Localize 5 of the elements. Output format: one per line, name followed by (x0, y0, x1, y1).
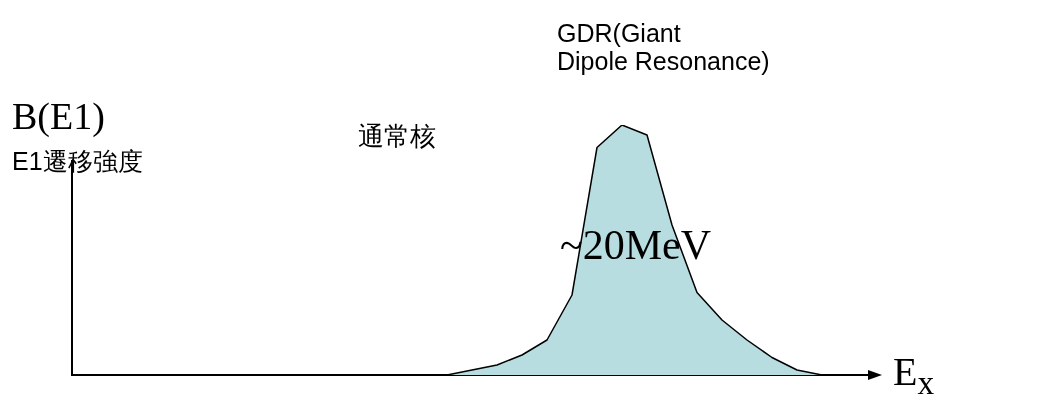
x-axis-title: E$_{x}$ (893, 349, 935, 402)
annotation: 通常核 (358, 121, 436, 151)
annotation: E1遷移強度 (12, 147, 143, 176)
text: GDR(Giant Dipole Resonance) (557, 19, 770, 75)
y-axis-title: B(E1) (12, 95, 105, 138)
